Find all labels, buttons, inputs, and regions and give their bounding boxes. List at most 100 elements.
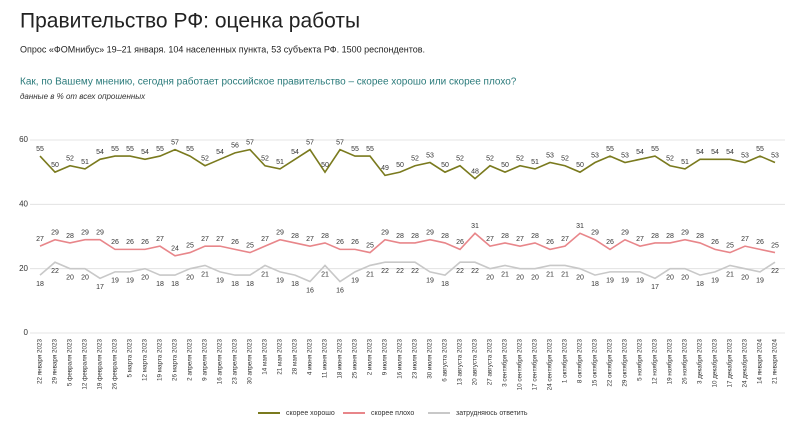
- data-label: 22: [411, 268, 419, 275]
- series-line: [39, 232, 776, 257]
- data-label: 19: [756, 278, 764, 285]
- data-label: 29: [81, 230, 89, 237]
- data-label: 55: [36, 146, 44, 153]
- x-tick-label: 15 октября 2023: [591, 339, 599, 387]
- data-label: 22: [771, 268, 779, 275]
- x-tick-label: 16 апреля 2023: [217, 339, 224, 385]
- x-tick-label: 23 июля 2023: [412, 339, 419, 379]
- data-label: 28: [291, 233, 299, 240]
- data-label: 19: [636, 278, 644, 285]
- data-label: 28: [501, 233, 509, 240]
- data-label: 21: [321, 271, 329, 278]
- data-label: 50: [51, 162, 59, 169]
- data-label: 54: [636, 149, 644, 156]
- data-label: 20: [186, 275, 194, 282]
- x-tick-label: 18 июня 2023: [337, 339, 344, 379]
- data-label: 26: [456, 239, 464, 246]
- data-label: 22: [456, 268, 464, 275]
- data-label: 52: [666, 156, 674, 163]
- x-tick-label: 9 июля 2023: [382, 339, 389, 376]
- data-label: 50: [576, 162, 584, 169]
- data-label: 20: [486, 275, 494, 282]
- x-tick-label: 5 марта 2023: [127, 339, 134, 378]
- data-label: 55: [126, 146, 134, 153]
- data-label: 19: [426, 278, 434, 285]
- data-label: 19: [621, 278, 629, 285]
- data-label: 29: [681, 230, 689, 237]
- data-label: 20: [81, 275, 89, 282]
- data-label: 53: [741, 152, 749, 159]
- x-tick-label: 5 февраля 2023: [67, 339, 74, 387]
- data-label: 27: [201, 236, 209, 243]
- legend-label: скорее плохо: [371, 410, 414, 417]
- data-label: 20: [66, 275, 74, 282]
- x-tick-label: 19 ноября 2023: [666, 339, 674, 385]
- data-label: 51: [276, 159, 284, 166]
- data-label: 55: [156, 146, 164, 153]
- x-tick-label: 24 сентября 2023: [546, 339, 554, 391]
- data-label: 52: [201, 156, 209, 163]
- x-tick-label: 21 мая 2023: [277, 339, 284, 375]
- data-label: 55: [606, 146, 614, 153]
- data-label: 27: [216, 236, 224, 243]
- data-label: 26: [606, 239, 614, 246]
- data-label: 28: [651, 233, 659, 240]
- data-label: 48: [471, 168, 479, 175]
- x-tick-label: 9 апреля 2023: [202, 339, 209, 381]
- data-label: 19: [111, 278, 119, 285]
- data-label: 21: [501, 271, 509, 278]
- x-tick-label: 22 октября 2023: [606, 339, 614, 387]
- x-tick-label: 6 августа 2023: [442, 339, 449, 382]
- x-tick-label: 10 декабря 2023: [711, 339, 719, 388]
- data-label: 29: [96, 230, 104, 237]
- data-label: 56: [231, 143, 239, 150]
- data-label: 21: [201, 271, 209, 278]
- x-tick-label: 12 февраля 2023: [82, 339, 89, 390]
- y-tick-label: 40: [19, 199, 28, 208]
- data-label: 19: [711, 278, 719, 285]
- data-label: 16: [336, 287, 344, 294]
- data-label: 27: [36, 236, 44, 243]
- data-label: 25: [186, 242, 194, 249]
- data-label: 26: [231, 239, 239, 246]
- data-label: 52: [456, 156, 464, 163]
- x-tick-label: 2 июля 2023: [367, 339, 374, 376]
- x-tick-label: 3 декабря 2023: [696, 339, 704, 385]
- data-label: 50: [321, 162, 329, 169]
- data-label: 22: [471, 268, 479, 275]
- data-label: 26: [351, 239, 359, 246]
- series-line: [39, 261, 776, 283]
- data-label: 18: [171, 281, 179, 288]
- x-tick-label: 5 ноября 2023: [636, 339, 644, 381]
- data-label: 22: [396, 268, 404, 275]
- data-label: 51: [681, 159, 689, 166]
- data-label: 53: [591, 152, 599, 159]
- data-label: 28: [411, 233, 419, 240]
- data-label: 21: [261, 271, 269, 278]
- data-label: 25: [726, 242, 734, 249]
- data-label: 25: [771, 242, 779, 249]
- x-tick-label: 30 апреля 2023: [247, 339, 254, 385]
- subtitle: Опрос «ФОМнибус» 19–21 января. 104 насел…: [20, 44, 425, 54]
- data-label: 18: [36, 281, 44, 288]
- data-label: 52: [261, 156, 269, 163]
- x-tick-label: 30 июля 2023: [427, 339, 434, 379]
- data-label: 53: [426, 152, 434, 159]
- data-label: 54: [726, 149, 734, 156]
- data-label: 52: [66, 156, 74, 163]
- question: Как, по Вашему мнению, сегодня работает …: [20, 76, 517, 88]
- x-tick-label: 12 марта 2023: [142, 339, 149, 382]
- data-label: 27: [741, 236, 749, 243]
- x-tick-label: 4 июня 2023: [307, 339, 314, 376]
- data-label: 19: [126, 278, 134, 285]
- data-label: 19: [351, 278, 359, 285]
- x-tick-label: 26 ноября 2023: [681, 339, 689, 385]
- x-tick-label: 14 мая 2023: [262, 339, 269, 375]
- data-label: 20: [576, 275, 584, 282]
- x-tick-label: 2 апреля 2023: [187, 339, 194, 381]
- x-tick-label: 23 апреля 2023: [232, 339, 239, 385]
- data-label: 19: [606, 278, 614, 285]
- x-tick-label: 12 ноября 2023: [651, 339, 659, 385]
- x-tick-label: 16 июля 2023: [397, 339, 404, 379]
